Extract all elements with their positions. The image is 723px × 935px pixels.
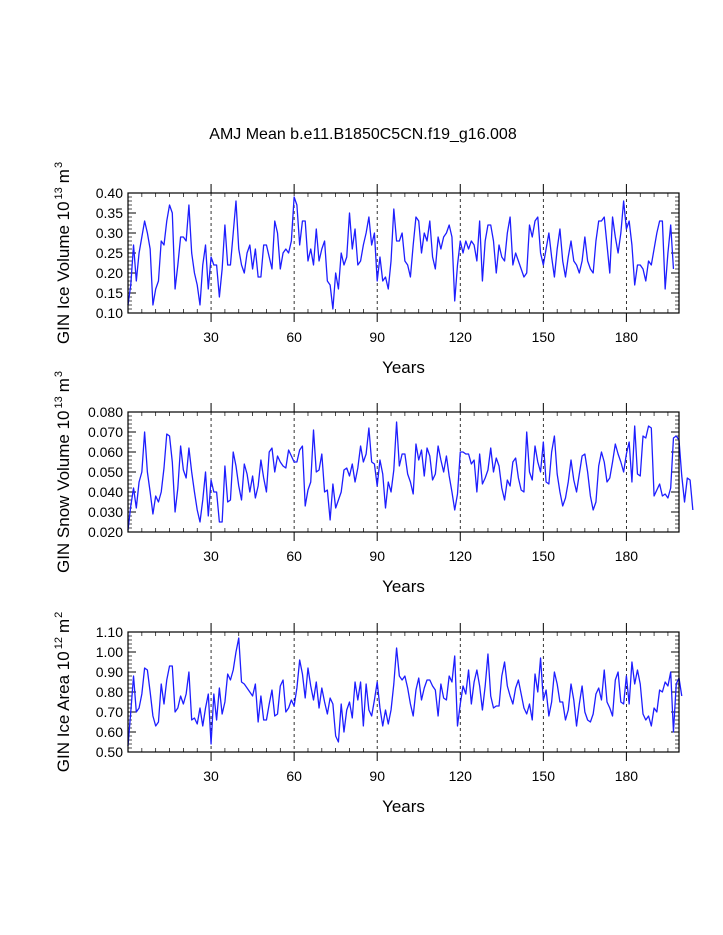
ice-volume-y-tick-label: 0.15 [96, 285, 123, 301]
ice-area-y-tick-label: 1.10 [96, 624, 123, 640]
snow-volume-y-tick-label: 0.020 [88, 524, 123, 540]
snow-volume-x-axis-label: Years [382, 577, 425, 596]
ice-volume-y-axis-label-main: GIN Ice Volume 10 [54, 201, 73, 344]
snow-volume-series-line [127, 421, 694, 531]
ice-volume-x-tick-label: 90 [369, 329, 385, 345]
ice-volume-panel: 0.10 0.15 0.20 0.25 0.30 0.35 0.40 30 60 90 120 150… [53, 162, 680, 377]
snow-volume-x-tick-label: 90 [369, 548, 385, 564]
snow-volume-x-tick-label: 60 [286, 548, 302, 564]
ice-volume-y-axis-label-unit-exp: 3 [53, 162, 65, 168]
ice-area-y-tick-label: 0.60 [96, 724, 123, 740]
ice-volume-y-tick-label: 0.25 [96, 245, 123, 261]
snow-volume-y-axis-label-main: GIN Snow Volume 10 [54, 411, 73, 574]
ice-area-y-axis-label-unit-exp: 2 [53, 612, 65, 618]
snow-volume-x-tick-label: 180 [615, 548, 639, 564]
snow-volume-plot-frame [127, 411, 680, 533]
ice-volume-x-tick-label: 60 [286, 329, 302, 345]
ice-area-y-axis-label: GIN Ice Area 10 12 m2 [53, 612, 73, 773]
ice-volume-y-tick-label: 0.30 [96, 225, 123, 241]
ice-area-x-tick-label: 60 [286, 768, 302, 784]
snow-volume-panel: 0.020 0.030 0.040 0.050 0.060 0.070 0.080 30 60 9… [53, 371, 694, 596]
ice-volume-plot-frame [127, 192, 680, 314]
ice-area-plot-frame [127, 631, 680, 753]
ice-area-y-tick-label: 1.00 [96, 644, 123, 660]
chart-title: AMJ Mean b.e11.B1850C5CN.f19_g16.008 [209, 126, 517, 143]
ice-volume-y-axis-label-exp: 13 [53, 187, 65, 199]
ice-area-series-line [127, 637, 683, 747]
ice-volume-x-axis-label: Years [382, 358, 425, 377]
snow-volume-x-tick-label: 30 [203, 548, 219, 564]
ice-area-y-axis-label-main: GIN Ice Area 10 [54, 651, 73, 772]
snow-volume-y-tick-label: 0.080 [88, 404, 123, 420]
snow-volume-y-axis-label: GIN Snow Volume 10 13 m3 [53, 371, 73, 573]
ice-volume-x-tick-label: 30 [203, 329, 219, 345]
snow-volume-y-tick-label: 0.070 [88, 424, 123, 440]
ice-area-y-tick-label: 0.90 [96, 664, 123, 680]
ice-volume-y-tick-label: 0.35 [96, 205, 123, 221]
ice-volume-y-axis-label-unit: m [54, 169, 73, 183]
ice-volume-y-tick-label: 0.20 [96, 265, 123, 281]
snow-volume-x-tick-label: 120 [449, 548, 473, 564]
ice-volume-x-tick-label: 180 [615, 329, 639, 345]
ice-area-x-axis-label: Years [382, 797, 425, 816]
snow-volume-x-tick-label: 150 [532, 548, 556, 564]
ice-area-y-tick-label: 0.50 [96, 744, 123, 760]
snow-volume-y-tick-label: 0.030 [88, 504, 123, 520]
snow-volume-y-tick-label: 0.040 [88, 484, 123, 500]
ice-volume-y-tick-label: 0.10 [96, 305, 123, 321]
snow-volume-y-axis-label-exp: 13 [53, 396, 65, 408]
snow-volume-y-tick-label: 0.050 [88, 464, 123, 480]
ice-area-y-tick-label: 0.80 [96, 684, 123, 700]
ice-area-x-tick-label: 120 [449, 768, 473, 784]
snow-volume-y-axis-label-unit: m [54, 378, 73, 392]
snow-volume-y-axis-label-unit-exp: 3 [53, 371, 65, 377]
snow-volume-y-tick-label: 0.060 [88, 444, 123, 460]
ice-area-x-tick-label: 150 [532, 768, 556, 784]
ice-area-y-tick-label: 0.70 [96, 704, 123, 720]
ice-area-y-axis-label-unit: m [54, 619, 73, 633]
ice-area-panel: 0.50 0.60 0.70 0.80 0.90 1.00 1.10 30 60 90 120 150… [53, 612, 683, 816]
ice-volume-y-tick-label: 0.40 [96, 185, 123, 201]
ice-area-x-tick-label: 30 [203, 768, 219, 784]
ice-volume-x-tick-label: 120 [449, 329, 473, 345]
ice-area-x-tick-label: 180 [615, 768, 639, 784]
ice-volume-x-tick-label: 150 [532, 329, 556, 345]
ice-volume-y-axis-label: GIN Ice Volume 10 13 m3 [53, 162, 73, 344]
ice-volume-series-line [127, 196, 675, 310]
ice-area-y-axis-label-exp: 12 [53, 637, 65, 649]
ice-area-x-tick-label: 90 [369, 768, 385, 784]
